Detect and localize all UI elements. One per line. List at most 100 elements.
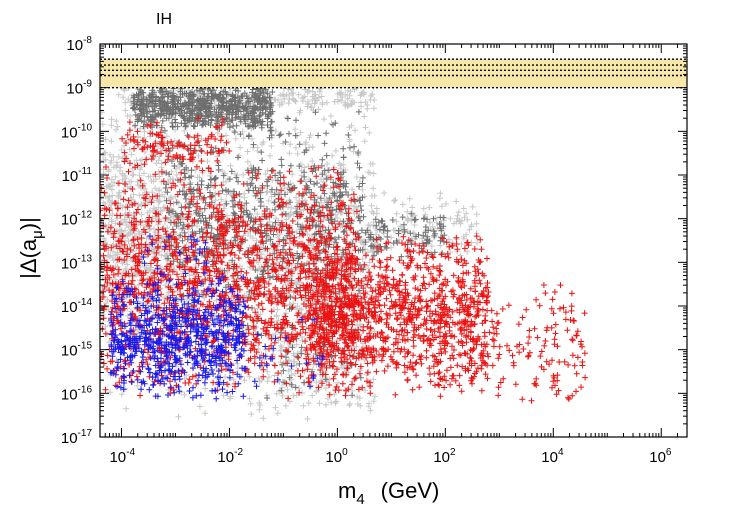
data-point (314, 193, 321, 200)
data-point (188, 167, 195, 174)
data-point (218, 367, 225, 373)
data-point (267, 128, 274, 134)
data-point (384, 227, 391, 234)
data-point (171, 137, 178, 144)
data-point (130, 191, 137, 198)
data-point (260, 415, 267, 422)
data-point (202, 410, 209, 417)
data-point (198, 135, 205, 142)
data-point (137, 392, 144, 399)
data-point (340, 154, 347, 161)
data-point (201, 294, 208, 301)
data-point (265, 197, 272, 204)
data-point (351, 143, 358, 150)
data-point (114, 123, 121, 130)
data-point (158, 160, 165, 167)
data-point (329, 152, 336, 159)
data-point (264, 378, 271, 385)
data-point (309, 241, 316, 248)
data-point (346, 402, 353, 409)
data-point (207, 176, 214, 183)
data-point (359, 186, 366, 193)
data-point (102, 300, 109, 307)
data-point (334, 215, 341, 221)
data-point (266, 235, 273, 242)
data-point (285, 204, 292, 211)
data-point (128, 151, 135, 158)
data-point (268, 189, 275, 196)
data-point (356, 217, 363, 224)
data-point (106, 253, 113, 260)
data-point (199, 375, 205, 382)
data-point (323, 99, 330, 106)
data-point (290, 392, 297, 399)
data-point (101, 212, 108, 219)
data-point (279, 392, 286, 399)
data-point (356, 183, 363, 190)
data-point (214, 130, 221, 136)
data-point (323, 152, 330, 159)
data-point (110, 248, 117, 255)
data-point (473, 211, 480, 218)
data-point (286, 212, 293, 219)
data-point (367, 295, 374, 302)
data-point (280, 255, 287, 262)
data-point (235, 154, 241, 161)
data-point (292, 370, 299, 377)
data-point (182, 195, 189, 202)
data-point (100, 121, 106, 128)
data-point (227, 162, 234, 169)
data-point (239, 274, 246, 281)
data-point (278, 353, 285, 360)
data-point (204, 158, 211, 165)
data-point (238, 268, 245, 275)
data-point (104, 296, 111, 303)
data-point (286, 130, 292, 137)
data-point (339, 219, 346, 226)
data-point (298, 344, 305, 351)
data-point (303, 201, 309, 208)
data-point (371, 393, 378, 400)
data-point (409, 204, 416, 211)
data-point (118, 391, 125, 398)
data-point (391, 198, 398, 204)
data-point (347, 400, 353, 407)
data-point (337, 162, 344, 169)
data-point (280, 174, 287, 181)
data-point (302, 197, 309, 204)
data-point (248, 411, 255, 418)
data-point (370, 253, 377, 260)
data-point (262, 171, 269, 177)
data-point (133, 373, 140, 380)
data-point (297, 178, 304, 185)
data-point (277, 359, 284, 366)
data-point (212, 197, 219, 204)
data-point (186, 222, 192, 229)
data-point (347, 144, 353, 151)
data-point (222, 373, 229, 380)
data-point (128, 378, 135, 385)
data-point (284, 386, 291, 393)
data-point (129, 172, 136, 179)
data-point (293, 341, 300, 348)
data-point (255, 259, 262, 266)
data-point (328, 120, 335, 127)
data-point (293, 117, 299, 124)
data-point (384, 233, 391, 240)
data-point (332, 147, 339, 154)
data-point (258, 149, 265, 156)
data-point (309, 144, 316, 151)
data-point (309, 392, 316, 399)
data-point (182, 380, 189, 386)
data-point (125, 238, 132, 245)
data-point (187, 181, 194, 188)
data-point (134, 382, 141, 389)
data-point (120, 94, 127, 101)
data-point (101, 189, 108, 196)
data-point (220, 392, 227, 399)
data-point (295, 199, 302, 206)
data-point (173, 171, 180, 178)
data-point (469, 203, 476, 210)
data-point (340, 161, 347, 168)
data-point (276, 132, 283, 139)
